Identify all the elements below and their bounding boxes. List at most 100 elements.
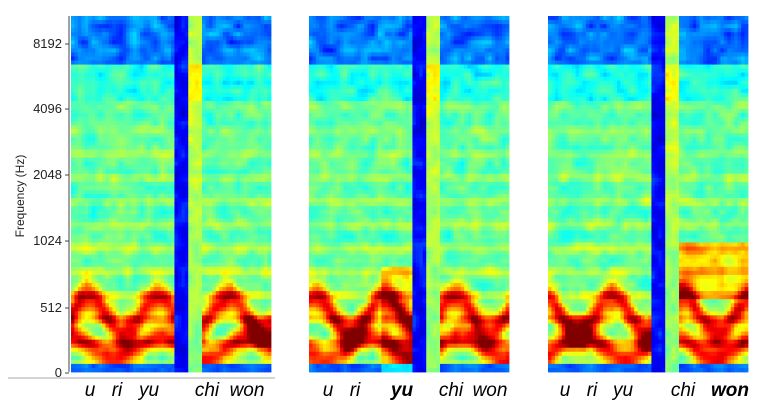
spectrogram-cell	[253, 60, 258, 65]
spectrogram-cell	[105, 173, 110, 179]
spectrogram-cell	[226, 109, 231, 114]
spectrogram-cell	[153, 84, 158, 90]
spectrogram-cell	[212, 242, 217, 247]
spectrogram-cell	[257, 141, 262, 146]
spectrogram-cell	[81, 60, 86, 65]
spectrogram-cell	[260, 250, 265, 256]
spectrogram-cell	[143, 278, 148, 284]
spectrogram-cell	[71, 351, 75, 357]
spectrogram-cell	[177, 177, 182, 183]
spectrogram-cell	[102, 125, 106, 130]
spectrogram-cell	[171, 230, 175, 235]
spectrogram-cell	[112, 363, 117, 369]
spectrogram-cell	[250, 262, 255, 268]
spectrogram-cell	[243, 339, 248, 345]
spectrogram-cell	[150, 327, 155, 332]
spectrogram-cell	[195, 80, 199, 86]
spectrogram-cell	[171, 254, 175, 260]
spectrogram-cell	[250, 210, 255, 215]
spectrogram-cell	[115, 169, 120, 175]
spectrogram-cell	[164, 60, 168, 65]
spectrogram-cell	[105, 40, 110, 45]
spectrogram-cell	[174, 117, 179, 122]
spectrogram-cell	[243, 149, 248, 154]
spectrogram-cell	[126, 105, 131, 110]
spectrogram-cell	[126, 141, 131, 146]
spectrogram-cell	[219, 218, 224, 223]
spectrogram-cell	[205, 157, 210, 163]
spectrogram-cell	[215, 121, 220, 126]
spectrogram-cell	[115, 133, 120, 138]
spectrogram-cell	[239, 169, 244, 175]
spectrogram-cell	[215, 359, 220, 365]
spectrogram-cell	[250, 222, 255, 227]
spectrogram-cell	[171, 319, 175, 324]
spectrogram-cell	[95, 363, 99, 369]
spectrogram-cell	[191, 327, 196, 332]
spectrogram-cell	[112, 173, 117, 179]
spectrogram-cell	[191, 210, 196, 215]
spectrogram-cell	[260, 222, 265, 227]
spectrogram-cell	[95, 359, 99, 365]
spectrogram-cell	[84, 181, 89, 187]
spectrogram-cell	[88, 339, 93, 345]
spectrogram-cell	[150, 347, 155, 353]
spectrogram-cell	[222, 72, 227, 78]
spectrogram-cell	[212, 149, 217, 154]
spectrogram-cell	[143, 117, 148, 122]
spectrogram-cell	[157, 137, 162, 142]
spectrogram-cell	[174, 109, 179, 114]
spectrogram-cell	[239, 339, 244, 345]
spectrogram-cell	[115, 270, 120, 276]
spectrogram-cell	[136, 52, 141, 57]
spectrogram-cell	[257, 230, 262, 235]
spectrogram-cell	[146, 307, 151, 312]
spectrogram-cell	[122, 254, 127, 260]
spectrogram-cell	[177, 185, 182, 191]
spectrogram-cell	[195, 157, 199, 163]
spectrogram-cell	[188, 113, 193, 118]
spectrogram-cell	[108, 266, 113, 272]
spectrogram-cell	[164, 283, 168, 288]
spectrogram-cell	[167, 24, 172, 29]
spectrogram-cell	[139, 125, 144, 130]
spectrogram-cell	[133, 198, 137, 203]
spectrogram-cell	[143, 185, 148, 191]
spectrogram-cell	[112, 52, 117, 57]
spectrogram-cell	[260, 24, 265, 29]
spectrogram-cell	[143, 291, 148, 296]
spectrogram-cell	[205, 52, 210, 57]
spectrogram-cell	[164, 68, 168, 74]
spectrogram-cell	[212, 68, 217, 74]
spectrogram-cell	[115, 121, 120, 126]
spectrogram-cell	[250, 92, 255, 98]
spectrogram-cell	[74, 125, 79, 130]
spectrogram-cell	[157, 278, 162, 284]
spectrogram-cell	[157, 181, 162, 187]
spectrogram-cell	[81, 250, 86, 256]
spectrogram-cell	[184, 100, 189, 106]
spectrogram-cell	[84, 359, 89, 365]
spectrogram-cell	[146, 335, 151, 341]
spectrogram-cell	[129, 60, 134, 65]
spectrogram-cell	[102, 189, 106, 195]
spectrogram-cell	[208, 109, 213, 114]
spectrogram-cell	[257, 355, 262, 361]
spectrogram-cell	[95, 32, 99, 37]
spectrogram-cell	[212, 335, 217, 341]
spectrogram-cell	[129, 359, 134, 365]
spectrogram-cell	[71, 359, 75, 365]
spectrogram-cell	[146, 100, 151, 106]
spectrogram-cell	[164, 218, 168, 223]
spectrogram-cell	[239, 32, 244, 37]
spectrogram-cell	[126, 351, 131, 357]
spectrogram-cell	[115, 363, 120, 369]
spectrogram-cell	[81, 113, 86, 118]
spectrogram-cell	[257, 319, 262, 324]
spectrogram-cell	[181, 113, 186, 118]
spectrogram-cell	[150, 367, 155, 373]
spectrogram-cell	[153, 153, 158, 158]
spectrogram-cell	[195, 303, 199, 308]
spectrogram-cell	[198, 355, 203, 361]
spectrogram-cell	[171, 367, 175, 373]
